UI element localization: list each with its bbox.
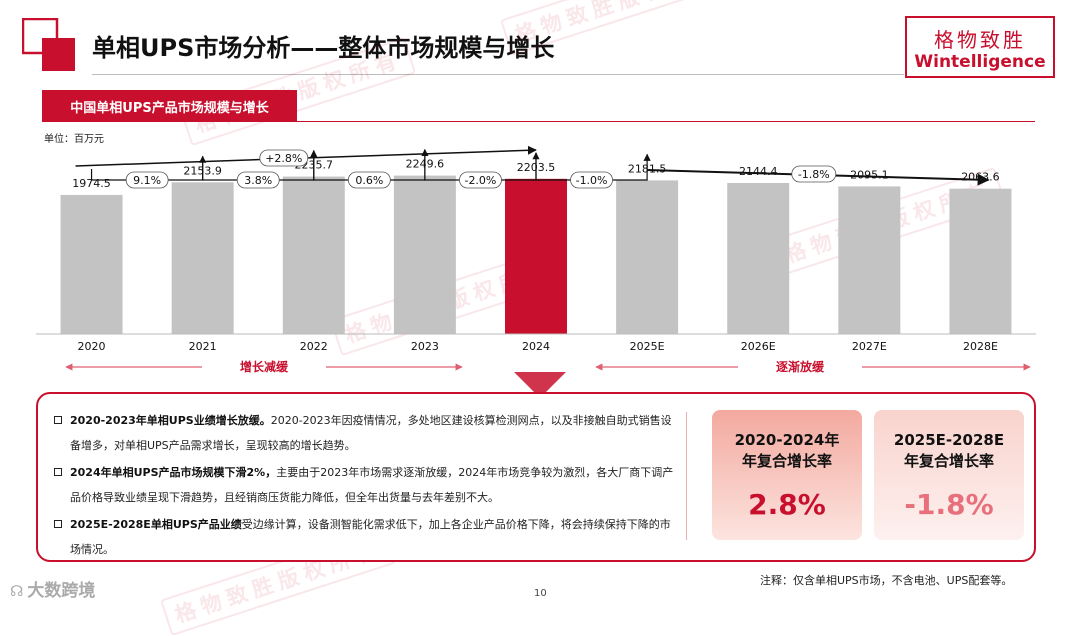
bar xyxy=(838,186,901,334)
panel-divider xyxy=(686,412,687,540)
chart-title-rule xyxy=(297,121,1035,122)
cagr-trend-label: +2.8% xyxy=(265,152,302,165)
bullet-square-icon xyxy=(54,416,62,424)
bar xyxy=(393,175,456,334)
cagr-caption: 年复合增长率 xyxy=(903,452,994,470)
cagr-label: 2025E-2028E 年复合增长率 xyxy=(874,430,1024,472)
bullet-list: 2020-2023年单相UPS业绩增长放缓。2020-2023年因疫情情况，多处… xyxy=(54,408,674,564)
unit-label: 单位：百万元 xyxy=(44,134,104,145)
page-title: 单相UPS市场分析——整体市场规模与增长 xyxy=(92,34,555,62)
cagr-value: -1.8% xyxy=(904,488,994,521)
bullet-text: 受边缘计算，设备测智能化需求低下，加上各企业产品价格下降，将会持续保持下降的市场… xyxy=(70,518,671,556)
cagr-badge xyxy=(259,149,309,167)
summary-panel xyxy=(36,392,1036,562)
source-logo-icon: ☊ xyxy=(10,582,24,600)
phase-label: 逐渐放缓 xyxy=(776,359,825,374)
bullet-item: 2024年单相UPS产品市场规模下滑2%，主要由于2023年市场需求逐渐放缓，2… xyxy=(54,460,674,510)
cagr-badge xyxy=(791,165,837,183)
x-tick-label: 2024 xyxy=(522,340,550,353)
chart-title: 中国单相UPS产品市场规模与增长 xyxy=(70,101,269,116)
chart-title-banner: 中国单相UPS产品市场规模与增长 xyxy=(42,90,297,122)
bullet-heading: 2024年单相UPS产品市场规模下滑2%， xyxy=(70,466,277,479)
bar-value-label: 2063.6 xyxy=(961,171,1000,184)
x-tick-label: 2023 xyxy=(411,340,439,353)
bar xyxy=(616,180,679,334)
cagr-label: 2020-2024年 年复合增长率 xyxy=(712,430,862,472)
bullet-text: 2020-2023年因疫情情况，多处地区建设核算检测网点，以及非接触自助式销售设… xyxy=(70,414,672,452)
source-logo-text: 大数跨境 xyxy=(27,581,96,601)
x-tick-label: 2026E xyxy=(741,340,776,353)
growth-badge xyxy=(570,171,613,189)
x-tick-label: 2027E xyxy=(852,340,887,353)
cagr-trend-label: -1.8% xyxy=(798,168,830,181)
phase-label: 增长减缓 xyxy=(240,359,289,374)
bar xyxy=(727,182,790,334)
bullet-item: 2025E-2028E单相UPS产品业绩受边缘计算，设备测智能化需求低下，加上各… xyxy=(54,512,674,562)
x-tick-label: 2021 xyxy=(189,340,217,353)
cagr-card-2020-2024: 2020-2024年 年复合增长率 2.8% xyxy=(712,410,862,540)
growth-badge xyxy=(459,171,502,189)
growth-badge xyxy=(347,171,391,189)
bar-value-label: 2144.4 xyxy=(739,165,778,178)
bar xyxy=(60,194,123,334)
logo-mark-icon xyxy=(22,18,75,71)
brand-name-en: Wintelligence xyxy=(914,52,1046,72)
x-tick-label: 2025E xyxy=(630,340,665,353)
bullet-square-icon xyxy=(54,468,62,476)
bullet-square-icon xyxy=(54,520,62,528)
bullet-heading: 2025E-2028E单相UPS产品业绩 xyxy=(70,518,242,531)
x-tick-label: 2028E xyxy=(963,340,998,353)
cagr-value: 2.8% xyxy=(748,488,826,521)
down-chevron-icon xyxy=(514,372,566,392)
growth-badge xyxy=(236,171,280,189)
x-tick-label: 2022 xyxy=(300,340,328,353)
footnote: 注释：仅含单相UPS市场，不含电池、UPS配套等。 xyxy=(760,574,1013,587)
bar xyxy=(282,176,345,334)
page-number: 10 xyxy=(534,588,547,599)
growth-label: 9.1% xyxy=(133,174,161,187)
bullet-heading: 2020-2023年单相UPS业绩增长放缓。 xyxy=(70,414,271,427)
growth-label: -2.0% xyxy=(464,174,496,187)
x-tick-label: 2020 xyxy=(78,340,106,353)
cagr-period: 2020-2024年 xyxy=(734,431,840,449)
cagr-period: 2025E-2028E xyxy=(893,431,1005,449)
watermark: 格物致胜版权所有 xyxy=(500,0,737,57)
growth-label: 3.8% xyxy=(244,174,272,187)
bar xyxy=(171,182,234,334)
growth-label: -1.0% xyxy=(576,174,608,187)
growth-label: 0.6% xyxy=(355,174,383,187)
bar-chart: 1974.520202153.920212235.720222249.62023… xyxy=(36,145,1036,392)
title-divider xyxy=(92,74,904,75)
bar xyxy=(505,178,567,334)
brand-name-cn: 格物致胜 xyxy=(934,28,1026,52)
growth-badge xyxy=(125,171,169,189)
bullet-text: 主要由于2023年市场需求逐渐放缓，2024年市场竞争较为激烈，各大厂商下调产品… xyxy=(70,466,674,504)
cagr-caption: 年复合增长率 xyxy=(741,452,832,470)
source-logo: ☊ 大数跨境 xyxy=(10,576,95,601)
cagr-card-2025-2028: 2025E-2028E 年复合增长率 -1.8% xyxy=(874,410,1024,540)
bar xyxy=(949,188,1012,334)
bar-value-label: 2095.1 xyxy=(850,168,889,181)
brand-logo: 格物致胜 Wintelligence xyxy=(905,16,1055,78)
bullet-item: 2020-2023年单相UPS业绩增长放缓。2020-2023年因疫情情况，多处… xyxy=(54,408,674,458)
